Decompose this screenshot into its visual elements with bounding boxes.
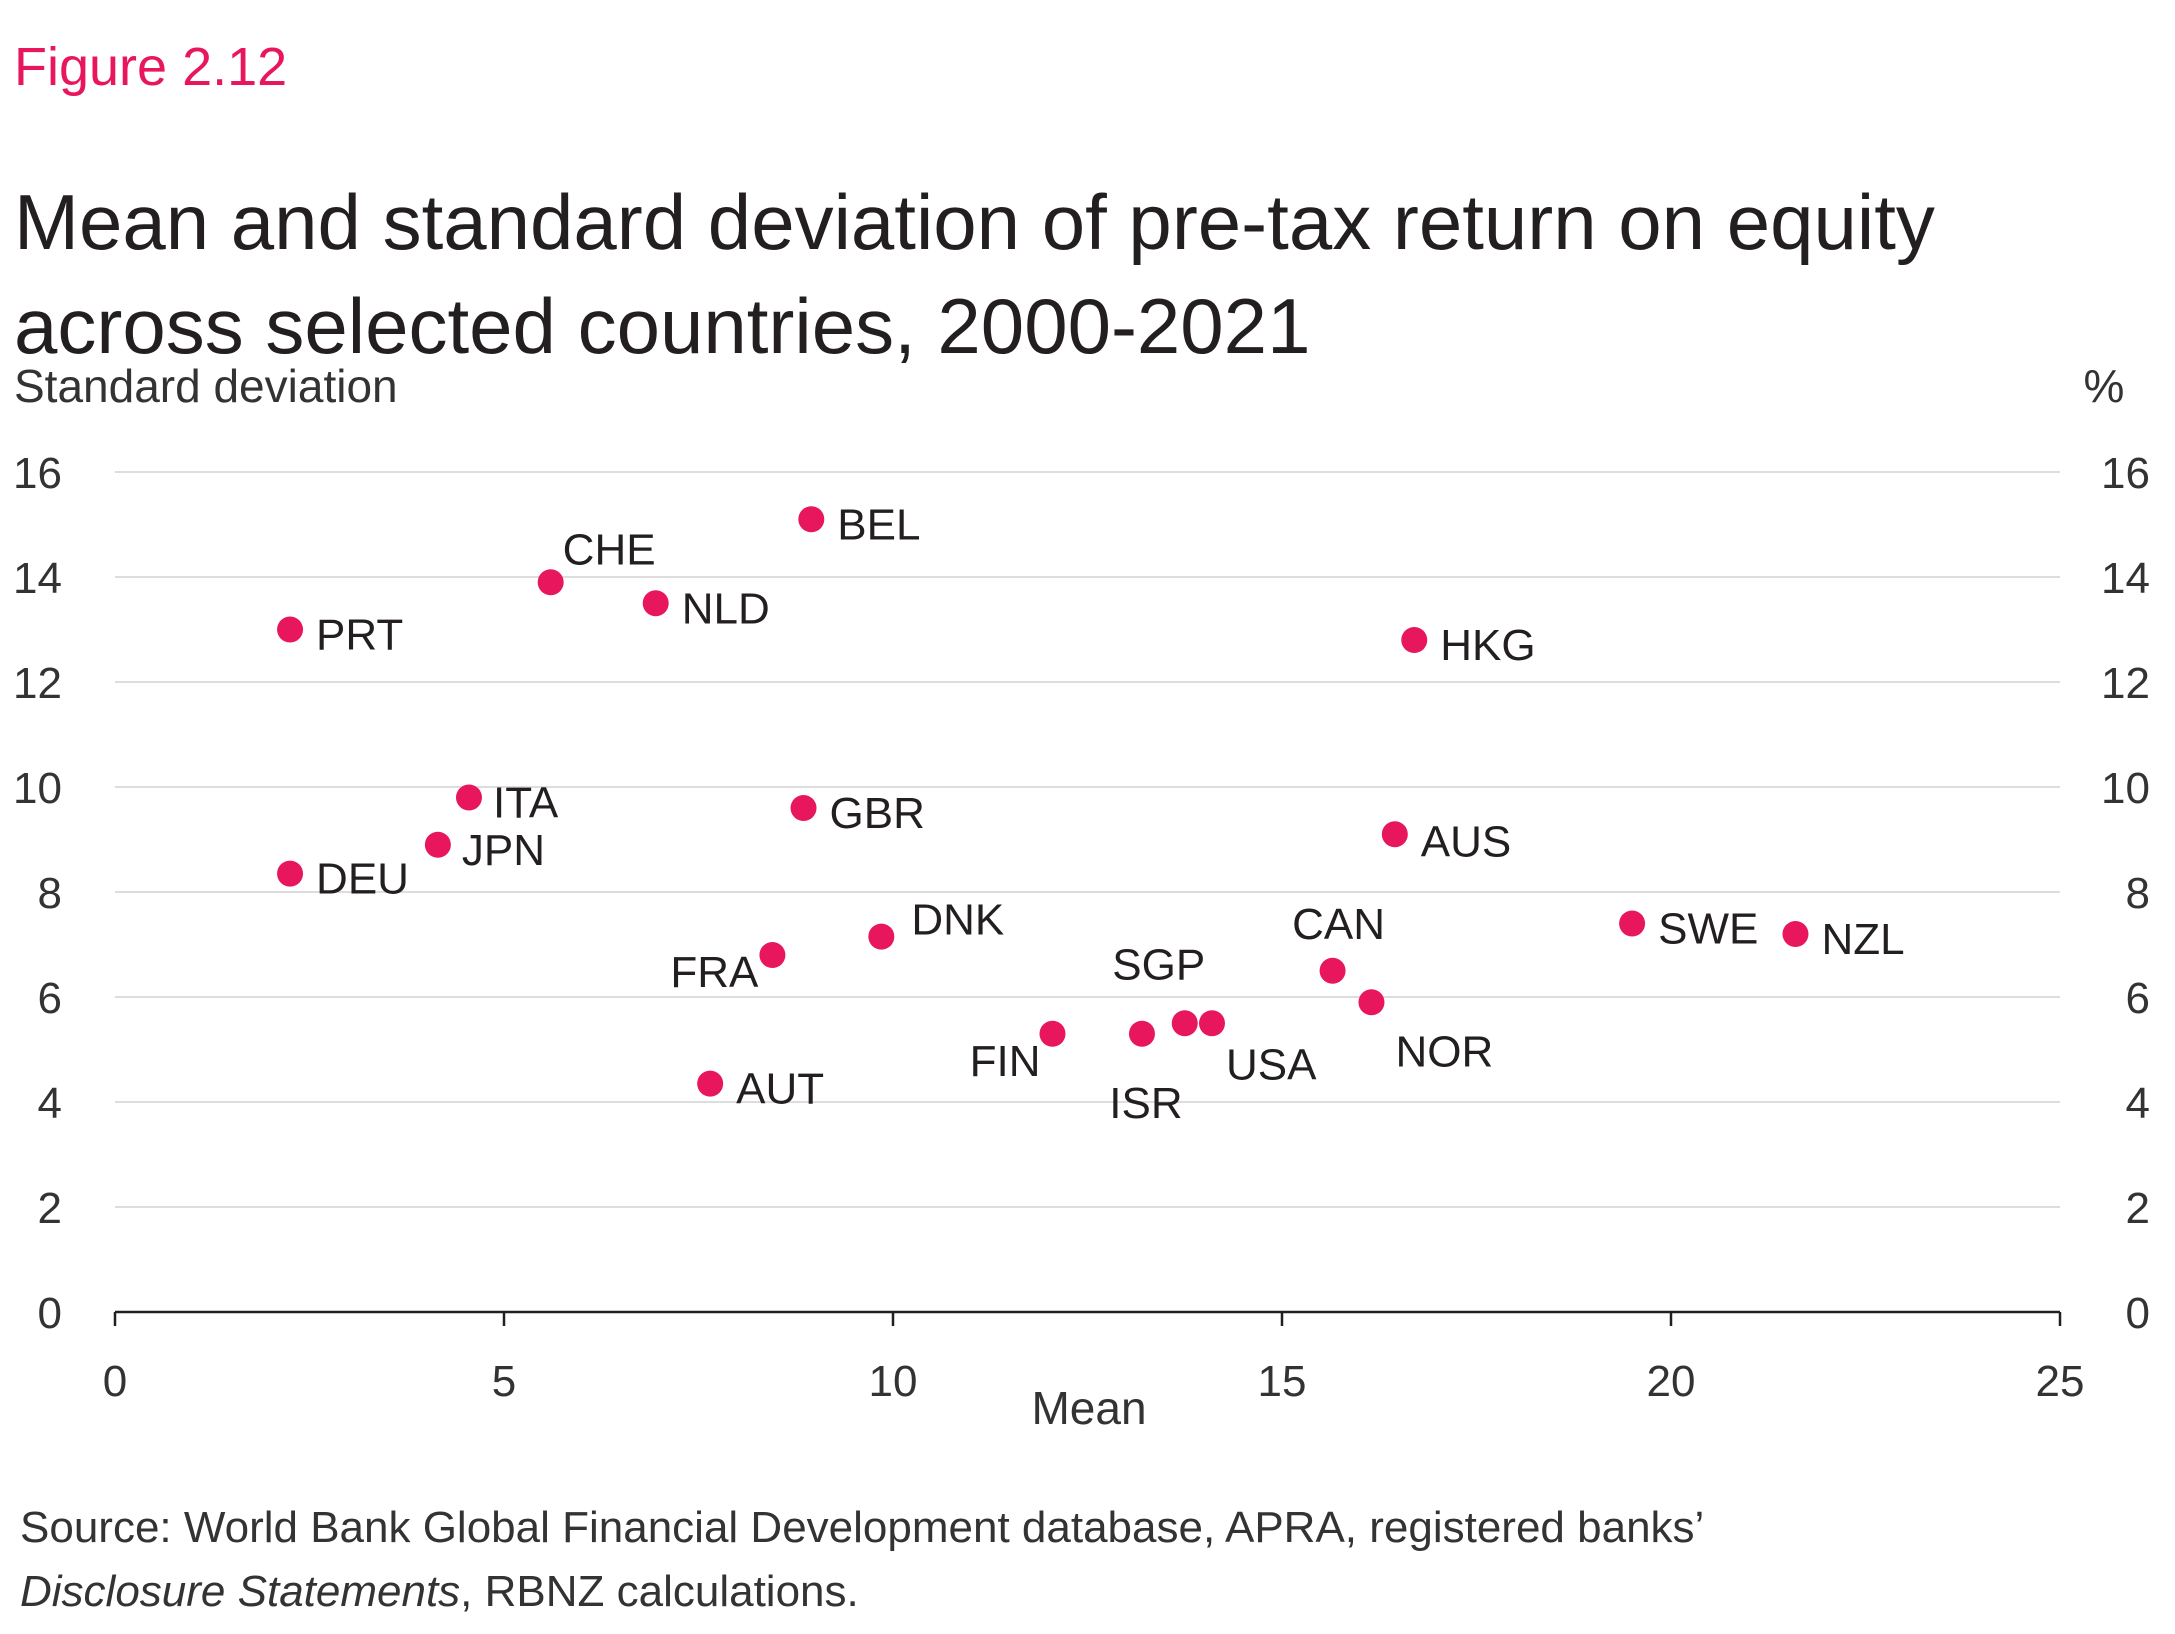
data-point-nor [1358, 989, 1385, 1016]
y-tick-label-left: 2 [38, 1184, 62, 1233]
data-point-aus [1381, 821, 1408, 848]
point-label-can: CAN [1292, 900, 1385, 949]
point-label-gbr: GBR [830, 789, 925, 838]
y-tick-label-right: 16 [2101, 449, 2150, 498]
y-tick-label-left: 0 [38, 1289, 62, 1338]
x-tick-label: 25 [2036, 1357, 2085, 1406]
y-axis-unit-label: % [2084, 360, 2125, 412]
data-point-dnk [868, 923, 895, 950]
x-tick-label: 0 [103, 1357, 127, 1406]
data-point-fra [759, 942, 786, 968]
x-tick-label: 20 [1647, 1357, 1696, 1406]
point-label-fin: FIN [970, 1037, 1041, 1086]
data-point-sgp [1171, 1010, 1198, 1037]
x-tick-label: 10 [869, 1357, 918, 1406]
point-label-isr: ISR [1109, 1079, 1182, 1128]
data-point-fin [1039, 1020, 1066, 1047]
point-label-fra: FRA [670, 948, 759, 997]
point-label-prt: PRT [316, 611, 403, 660]
y-tick-label-right: 4 [2126, 1079, 2150, 1128]
point-label-deu: DEU [316, 855, 409, 904]
y-axis-label: Standard deviation [14, 360, 398, 412]
data-point-nzl [1782, 921, 1809, 947]
point-label-nzl: NZL [1821, 915, 1904, 964]
data-point-can [1319, 957, 1346, 984]
y-tick-label-left: 12 [13, 659, 62, 708]
y-tick-label-right: 2 [2126, 1184, 2150, 1233]
source-line-2-rest: , RBNZ calculations. [460, 1567, 859, 1616]
y-tick-label-left: 8 [38, 869, 62, 918]
data-point-ita [455, 784, 482, 811]
point-label-swe: SWE [1658, 905, 1758, 954]
data-point-gbr [790, 795, 817, 821]
point-label-nld: NLD [682, 584, 770, 633]
y-tick-label-right: 12 [2101, 659, 2150, 708]
x-tick-label: 5 [492, 1357, 516, 1406]
data-point-aut [697, 1070, 724, 1097]
y-tick-label-left: 10 [13, 764, 62, 813]
data-point-bel [798, 506, 825, 533]
data-point-prt [277, 616, 304, 643]
point-label-usa: USA [1226, 1040, 1317, 1089]
y-tick-label-right: 0 [2126, 1289, 2150, 1338]
point-label-aut: AUT [736, 1065, 824, 1114]
point-label-aus: AUS [1421, 817, 1511, 866]
data-point-isr [1128, 1020, 1155, 1047]
point-label-hkg: HKG [1440, 621, 1535, 670]
source-line-1: Source: World Bank Global Financial Deve… [20, 1503, 1705, 1552]
chart-title: Mean and standard deviation of pre-tax r… [14, 178, 1935, 371]
figure-label: Figure 2.12 [14, 37, 288, 97]
grid-lines [115, 471, 2060, 1208]
y-tick-label-left: 14 [13, 554, 62, 603]
point-label-dnk: DNK [911, 896, 1004, 945]
point-label-sgp: SGP [1112, 940, 1205, 989]
data-point-hkg [1401, 627, 1428, 653]
data-point-jpn [424, 831, 451, 858]
data-point-usa [1198, 1010, 1225, 1037]
x-tick-label: 15 [1258, 1357, 1307, 1406]
data-point-che [537, 569, 564, 596]
y-tick-label-right: 6 [2126, 974, 2150, 1023]
y-tick-label-left: 16 [13, 449, 62, 498]
source-note: Source: World Bank Global Financial Deve… [20, 1496, 1704, 1624]
y-tick-label-left: 4 [38, 1079, 62, 1128]
data-point-swe [1619, 910, 1646, 937]
x-axis-label: Mean [1031, 1382, 1146, 1434]
point-label-bel: BEL [837, 500, 920, 549]
y-tick-label-right: 8 [2126, 869, 2150, 918]
data-point-nld [642, 590, 669, 617]
point-label-nor: NOR [1395, 1027, 1493, 1076]
source-italic-title: Disclosure Statements [20, 1567, 461, 1616]
y-tick-label-right: 10 [2101, 764, 2150, 813]
y-tick-label-right: 14 [2101, 554, 2150, 603]
point-label-jpn: JPN [462, 826, 545, 875]
point-label-che: CHE [563, 525, 656, 574]
data-point-deu [277, 860, 304, 887]
point-label-ita: ITA [493, 779, 559, 828]
y-tick-label-left: 6 [38, 974, 62, 1023]
